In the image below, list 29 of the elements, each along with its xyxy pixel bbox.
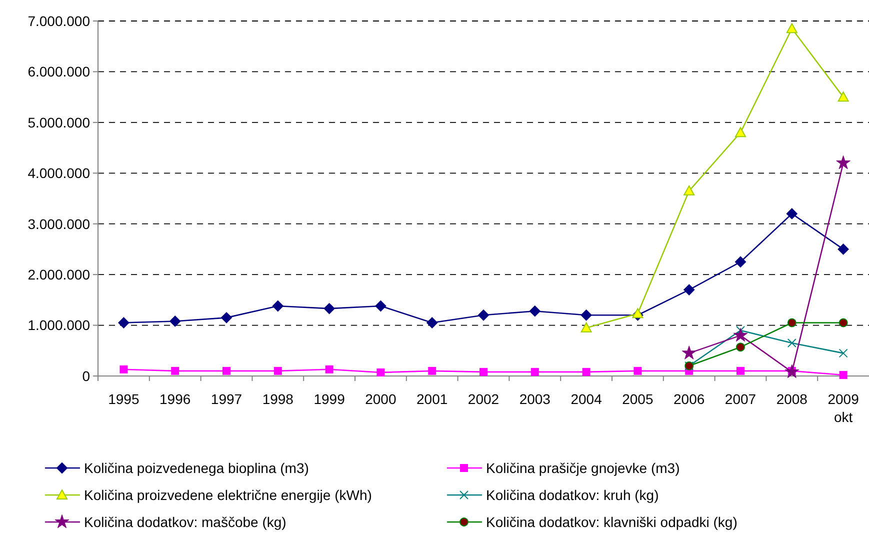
x-tick-label: 1996 <box>160 391 191 407</box>
x-tick-label: 2002 <box>468 391 500 407</box>
x-tick-label: 1997 <box>210 391 242 407</box>
x-tick-label: 2006 <box>674 391 705 407</box>
legend-label: Količina poizvedenega bioplina (m3) <box>84 460 309 476</box>
y-tick-label: 3.000.000 <box>28 216 90 232</box>
legend-label: Količina dodatkov: kruh (kg) <box>486 486 659 503</box>
legend-label: Količina dodatkov: maščobe (kg) <box>84 514 286 530</box>
y-tick-label: 7.000.000 <box>28 12 90 29</box>
y-tick-label: 6.000.000 <box>28 64 90 80</box>
y-tick-label: 2.000.000 <box>28 266 90 282</box>
y-tick-label: 5.000.000 <box>28 114 90 130</box>
x-tick-label: 1995 <box>108 391 140 407</box>
y-tick-label: 1.000.000 <box>28 317 90 334</box>
x-tick-label: 2004 <box>570 391 602 407</box>
x-tick-label: 2005 <box>622 391 654 407</box>
x-tick-label: 2007 <box>724 391 756 407</box>
legend-label: Količina prašičje gnojevke (m3) <box>486 460 680 476</box>
x-tick-label: 2001 <box>416 391 448 407</box>
x-tick-label: 2003 <box>519 391 551 407</box>
y-tick-label: 0 <box>82 368 90 384</box>
x-tick-label: 1998 <box>262 391 294 407</box>
x-tick-label: 2009 okt <box>828 391 860 425</box>
x-tick-label: 2008 <box>776 391 808 407</box>
legend-label: Količina proizvedene električne energije (kWh) <box>84 486 372 503</box>
legend-label: Količina dodatkov: klavniški odpadki (kg) <box>486 514 738 530</box>
x-tick-label: 2000 <box>365 391 396 407</box>
y-tick-label: 4.000.000 <box>28 165 90 182</box>
x-tick-label: 1999 <box>314 391 346 407</box>
